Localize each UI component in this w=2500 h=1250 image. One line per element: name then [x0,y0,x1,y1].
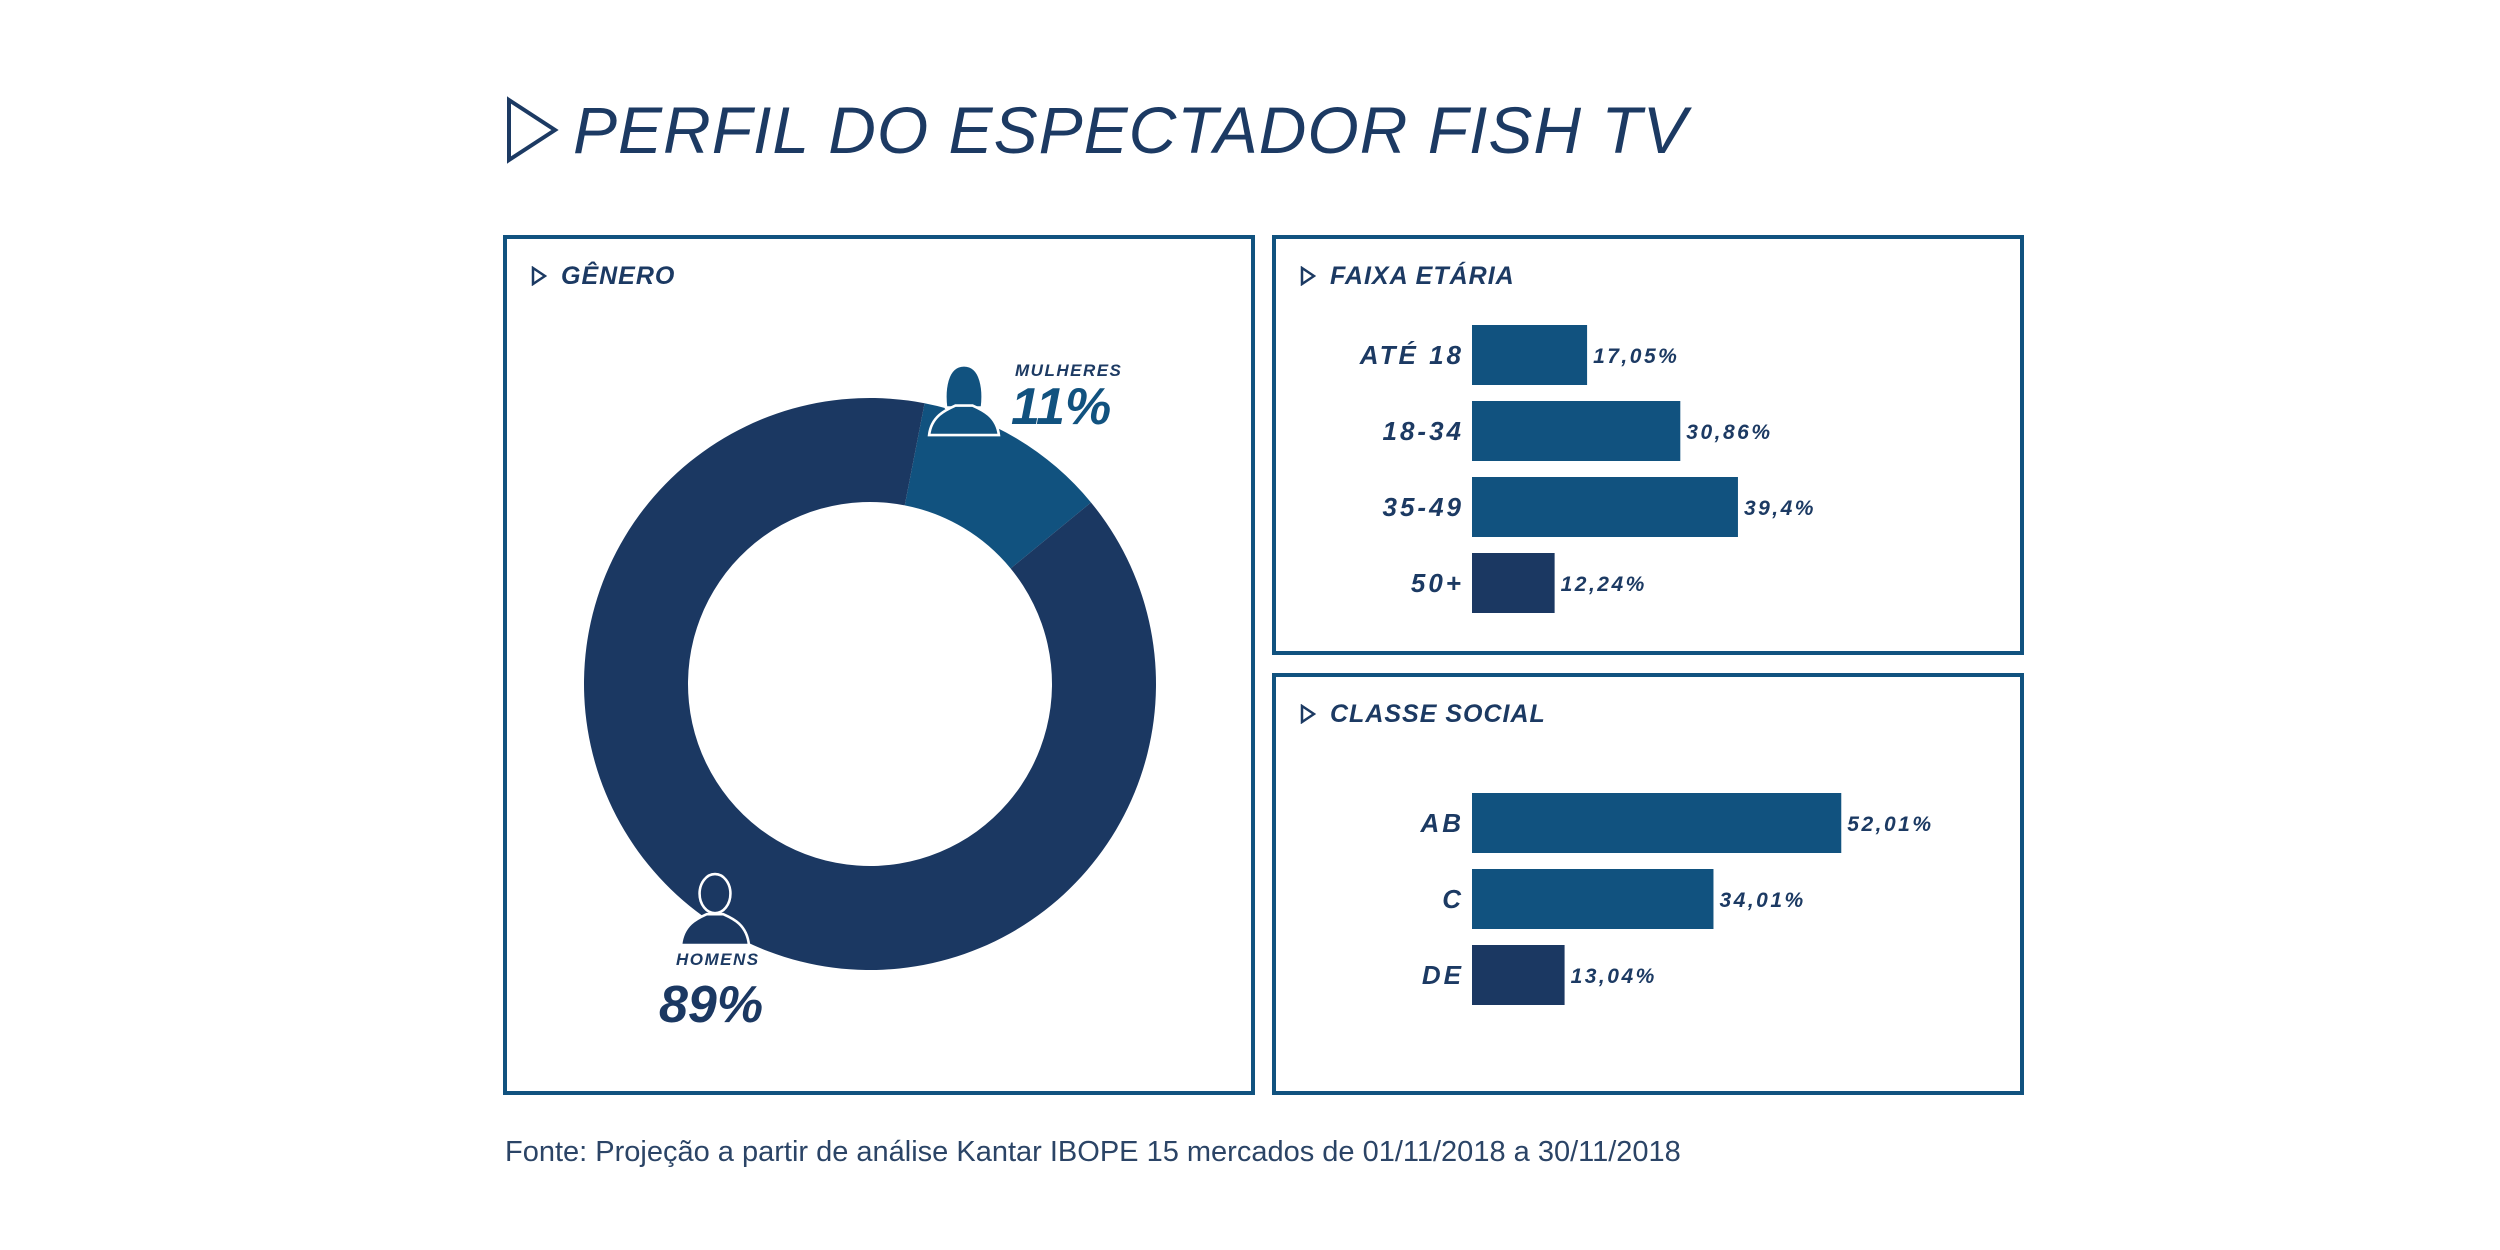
female-user-icon [927,364,1001,437]
bar-value-label: 34,01% [1719,889,1805,912]
male-user-icon [679,872,751,947]
social-class-panel: CLASSE SOCIAL AB 52,01% C 34,01% DE 13,04% [1272,673,2024,1095]
bar [1472,325,1588,385]
social-class-bar-chart: AB 52,01% C 34,01% DE 13,04% [1419,793,1933,1005]
bar-category-label: 18-34 [1383,416,1465,446]
bar [1472,401,1681,461]
female-percent: 11% [1011,378,1111,436]
age-bar-chart: ATÉ 18 17,05% 18-34 30,86% 35-49 39,4% 50+ 12,2… [1359,325,1816,613]
bar-category-label: ATÉ 18 [1359,340,1464,370]
donut-slice-homens [584,398,1156,970]
bar-value-label: 13,04% [1571,965,1657,988]
bar [1472,869,1714,929]
play-icon [1300,266,1316,286]
play-icon [1300,704,1316,724]
gender-panel: GÊNERO MULHERES 11% HOMENS 89% [503,235,1255,1095]
page-title: PERFIL DO ESPECTADOR FISH TV [573,93,1688,167]
gender-panel-title: GÊNERO [561,261,676,290]
bar-category-label: DE [1422,960,1464,990]
age-panel-title: FAIXA ETÁRIA [1330,261,1515,290]
female-label: MULHERES [1015,361,1122,380]
bar-value-label: 30,86% [1686,421,1772,444]
bar-value-label: 17,05% [1593,345,1679,368]
bar [1472,945,1565,1005]
male-percent: 89% [659,976,763,1034]
bar-category-label: C [1442,884,1464,914]
age-panel: FAIXA ETÁRIA ATÉ 18 17,05% 18-34 30,86% 35-4… [1272,235,2024,655]
bar-category-label: 35-49 [1383,492,1465,522]
bar [1472,793,1842,853]
social-class-panel-title: CLASSE SOCIAL [1330,699,1546,728]
bar-value-label: 39,4% [1744,497,1816,520]
bar-value-label: 12,24% [1561,573,1647,596]
male-label: HOMENS [676,950,760,969]
donut-slice-mulheres [904,403,1092,569]
source-note: Fonte: Projeção a partir de análise Kant… [505,1136,1681,1168]
play-icon [507,96,559,164]
bar-category-label: AB [1419,808,1464,838]
bar-value-label: 52,01% [1847,813,1933,836]
bar-category-label: 50+ [1411,568,1464,598]
bar [1472,477,1738,537]
bar [1472,553,1555,613]
play-icon [531,266,547,286]
